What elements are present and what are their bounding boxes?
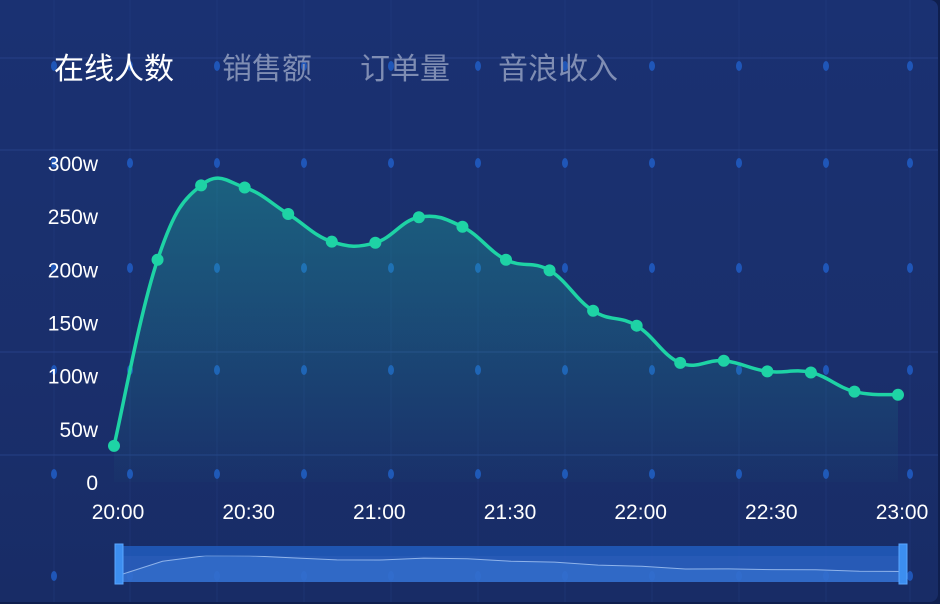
x-tick-label: 22:00 <box>614 501 667 524</box>
slider-top-band <box>119 546 903 556</box>
grid-dot <box>51 263 57 273</box>
grid-dot <box>907 61 913 71</box>
grid-dot <box>736 158 742 168</box>
data-point <box>500 253 512 266</box>
grid-dot <box>562 61 568 71</box>
data-point <box>543 264 556 277</box>
grid-dot <box>51 365 57 375</box>
grid-dot <box>51 158 57 168</box>
grid-dot <box>649 61 655 71</box>
grid-dot <box>823 263 829 273</box>
data-point <box>630 319 643 332</box>
x-tick-label: 20:30 <box>222 501 275 524</box>
data-point <box>892 388 904 401</box>
grid-dot <box>736 61 742 71</box>
grid-dot <box>127 61 133 71</box>
grid-dot <box>649 158 655 168</box>
data-point <box>325 235 338 248</box>
grid-dot <box>649 263 655 273</box>
y-tick-label: 150w <box>48 313 99 336</box>
data-point <box>717 354 730 367</box>
x-tick-label: 21:30 <box>484 501 537 524</box>
data-point <box>238 181 251 194</box>
tab-online-users[interactable]: 在线人数 <box>54 52 174 87</box>
data-point <box>456 220 469 233</box>
grid-dot <box>907 263 913 273</box>
grid-dot <box>388 61 394 71</box>
grid-dot <box>823 158 829 168</box>
data-point <box>848 385 861 398</box>
data-point <box>412 211 425 224</box>
grid-dot <box>562 263 568 273</box>
grid-dot <box>736 263 742 273</box>
grid-dot <box>823 61 829 71</box>
slider-handle-left[interactable] <box>114 543 124 585</box>
data-point <box>108 439 120 452</box>
data-point <box>369 236 382 249</box>
grid-dot <box>301 61 307 71</box>
grid-dot <box>475 61 481 71</box>
area-fill <box>114 178 898 482</box>
grid-dot <box>214 61 220 71</box>
x-tick-label: 23:00 <box>876 501 929 524</box>
y-tick-label: 50w <box>59 419 98 442</box>
grid-dot <box>907 365 913 375</box>
y-tick-label: 250w <box>48 206 99 229</box>
tab-orders[interactable]: 订单量 <box>360 52 450 87</box>
tab-sound-wave-income[interactable]: 音浪收入 <box>498 52 618 87</box>
y-tick-label: 0 <box>86 472 98 495</box>
x-tick-label: 21:00 <box>353 501 406 524</box>
data-zoom-slider[interactable] <box>114 543 908 585</box>
y-tick-label: 100w <box>48 366 99 389</box>
data-point <box>674 356 687 369</box>
tab-bar: 在线人数 销售额 订单量 音浪收入 <box>54 44 618 88</box>
slider-preview-area <box>119 555 903 582</box>
data-point <box>587 304 600 317</box>
grid-dot <box>388 158 394 168</box>
x-tick-label: 20:00 <box>92 501 145 524</box>
x-tick-label: 22:30 <box>745 501 798 524</box>
grid-dot <box>907 469 913 479</box>
grid-dot <box>51 571 57 581</box>
data-point <box>195 179 208 192</box>
y-tick-label: 300w <box>48 153 99 176</box>
grid-dot <box>51 469 57 479</box>
grid-dot <box>907 158 913 168</box>
tab-sales[interactable]: 销售额 <box>222 52 312 87</box>
data-point <box>761 365 774 378</box>
grid-dot <box>823 365 829 375</box>
data-point <box>282 208 295 221</box>
grid-dot <box>475 158 481 168</box>
data-point <box>151 253 164 266</box>
grid-dot <box>51 61 57 71</box>
grid-dot <box>127 158 133 168</box>
grid-dot <box>214 158 220 168</box>
data-point <box>804 366 817 379</box>
y-tick-label: 200w <box>48 259 99 282</box>
grid-dot <box>127 263 133 273</box>
grid-dot <box>907 571 913 581</box>
grid-dot <box>301 158 307 168</box>
slider-handle-right[interactable] <box>898 543 908 585</box>
grid-dot <box>562 158 568 168</box>
